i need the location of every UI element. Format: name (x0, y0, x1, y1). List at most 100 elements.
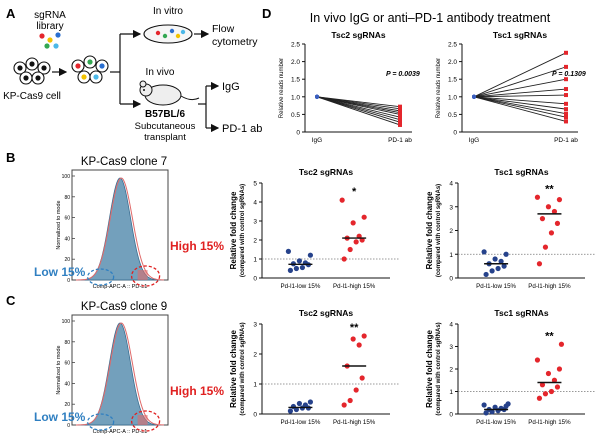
y-tick-label: 2 (449, 228, 453, 235)
x-tick-label: Pd-l1-low 15% (280, 419, 320, 426)
y-axis-label: Relative reads number (436, 58, 442, 118)
data-point (564, 111, 568, 116)
x-tick-label: IgG (469, 137, 479, 144)
data-point (398, 122, 402, 127)
y-axis-label: Normalized to mode (56, 200, 62, 249)
panel-a-schematic: sgRNA library KP-Cas9 cell (3, 6, 262, 143)
data-point (564, 87, 568, 92)
data-point (495, 265, 501, 272)
y-tick-label: 4 (449, 322, 453, 329)
transplant-label-1: Subcutaneous (135, 121, 196, 132)
y-tick-label: 3 (253, 322, 257, 329)
data-point (492, 256, 498, 262)
x-tick-label: Pd-l1-high 15% (333, 283, 376, 290)
data-point (285, 248, 291, 254)
y-tick-label: 0 (253, 412, 257, 419)
dotplot-c-tsc1: Tsc1 sgRNAs 0 1 2 3 4 Relative fold change (com… (425, 308, 595, 426)
histogram-title: KP-Cas9 clone 7 (81, 156, 167, 168)
y-tick-label: 4 (253, 200, 257, 207)
data-point (503, 251, 509, 257)
dotplot-b-tsc1: Tsc1 sgRNAs 0 1 2 3 4 Relative fold change (com… (425, 167, 595, 290)
data-point (564, 64, 568, 69)
high-gate-fill (137, 415, 148, 425)
significance-marker: * (352, 186, 357, 198)
panel-letter-a: A (6, 6, 16, 21)
data-point (554, 384, 561, 390)
y-tick-label: 5 (253, 181, 257, 188)
y-tick-label: 1 (449, 389, 453, 396)
data-point (556, 366, 563, 372)
y-tick-label: 2 (449, 367, 453, 374)
sgrna-library-label: library (36, 21, 63, 32)
y-tick-label: 2 (253, 352, 257, 359)
y-tick-label: 0 (67, 278, 70, 284)
series-line (473, 52, 567, 98)
high-gate-circle (130, 265, 161, 287)
flow-histogram-clone-9: KP-Cas9 clone 9 0 20 40 60 80 100 Normalized to… (34, 301, 224, 435)
data-point (341, 256, 347, 262)
culture-dish-icon (143, 24, 193, 44)
data-point (554, 220, 561, 226)
data-point (501, 263, 507, 269)
chart-title: Tsc2 sgRNAs (331, 30, 385, 40)
series-line (473, 96, 567, 115)
low-gate-label: Low 15% (34, 410, 86, 424)
panel-letter-b: B (6, 150, 15, 165)
y-tick-label: 0 (296, 130, 300, 137)
chart-title: Tsc2 sgRNAs (299, 308, 353, 318)
data-point (302, 402, 308, 408)
significance-marker: ** (350, 322, 359, 334)
y-tick-label: 80 (64, 340, 70, 346)
data-point (398, 115, 402, 120)
series-line (473, 78, 567, 98)
histogram-title: KP-Cas9 clone 9 (81, 301, 167, 313)
x-tick-label: Pd-l1-low 15% (476, 419, 516, 426)
y-axis-label: Relative fold change (229, 191, 238, 269)
data-point (498, 258, 504, 264)
series-line (473, 66, 567, 98)
chart-title: Tsc1 sgRNAs (494, 308, 548, 318)
data-point (545, 204, 552, 210)
y-tick-label: 3 (449, 344, 453, 351)
series-line (316, 96, 401, 115)
chart-title: Tsc2 sgRNAs (299, 167, 353, 177)
pd1-ab-label: PD-1 ab (222, 123, 262, 135)
y-tick-label: 100 (62, 319, 71, 325)
x-axis-label: Comp-APC-A :: PD-L1 (93, 429, 148, 435)
series-line (473, 96, 567, 105)
data-point (536, 395, 543, 401)
data-point (564, 115, 568, 120)
data-point (398, 117, 402, 122)
y-axis-label: Relative fold change (425, 191, 434, 269)
data-point (483, 271, 489, 278)
transplant-label-2: transplant (144, 132, 186, 143)
data-point (545, 370, 552, 377)
y-tick-label: 20 (64, 257, 70, 263)
data-point (398, 104, 402, 109)
data-point (483, 410, 489, 416)
data-point (287, 267, 293, 273)
data-point (548, 388, 555, 395)
data-point (353, 239, 359, 245)
y-tick-label: 0.5 (291, 112, 300, 119)
high-gate-label: High 15% (170, 239, 224, 253)
y-tick-label: 0 (449, 276, 453, 283)
panel-letter-d: D (262, 6, 271, 21)
histogram-overlay-curve (76, 322, 164, 426)
data-point (564, 93, 568, 98)
y-tick-label: 2.0 (448, 59, 457, 66)
significance-marker: ** (545, 330, 554, 342)
x-tick-label: PD-1 ab (554, 137, 578, 144)
x-tick-label: IgG (312, 137, 322, 144)
y-tick-label: 0 (449, 412, 453, 419)
data-point (536, 261, 543, 267)
y-tick-label: 40 (64, 381, 70, 387)
y-tick-label: 1.0 (448, 94, 457, 101)
data-point (564, 101, 568, 106)
x-tick-label: PD-1 ab (388, 137, 412, 144)
y-tick-label: 1.5 (448, 77, 457, 84)
high-gate-label: High 15% (170, 384, 224, 398)
data-point (290, 403, 296, 410)
high-gate-circle (130, 410, 161, 432)
data-point (356, 342, 362, 348)
